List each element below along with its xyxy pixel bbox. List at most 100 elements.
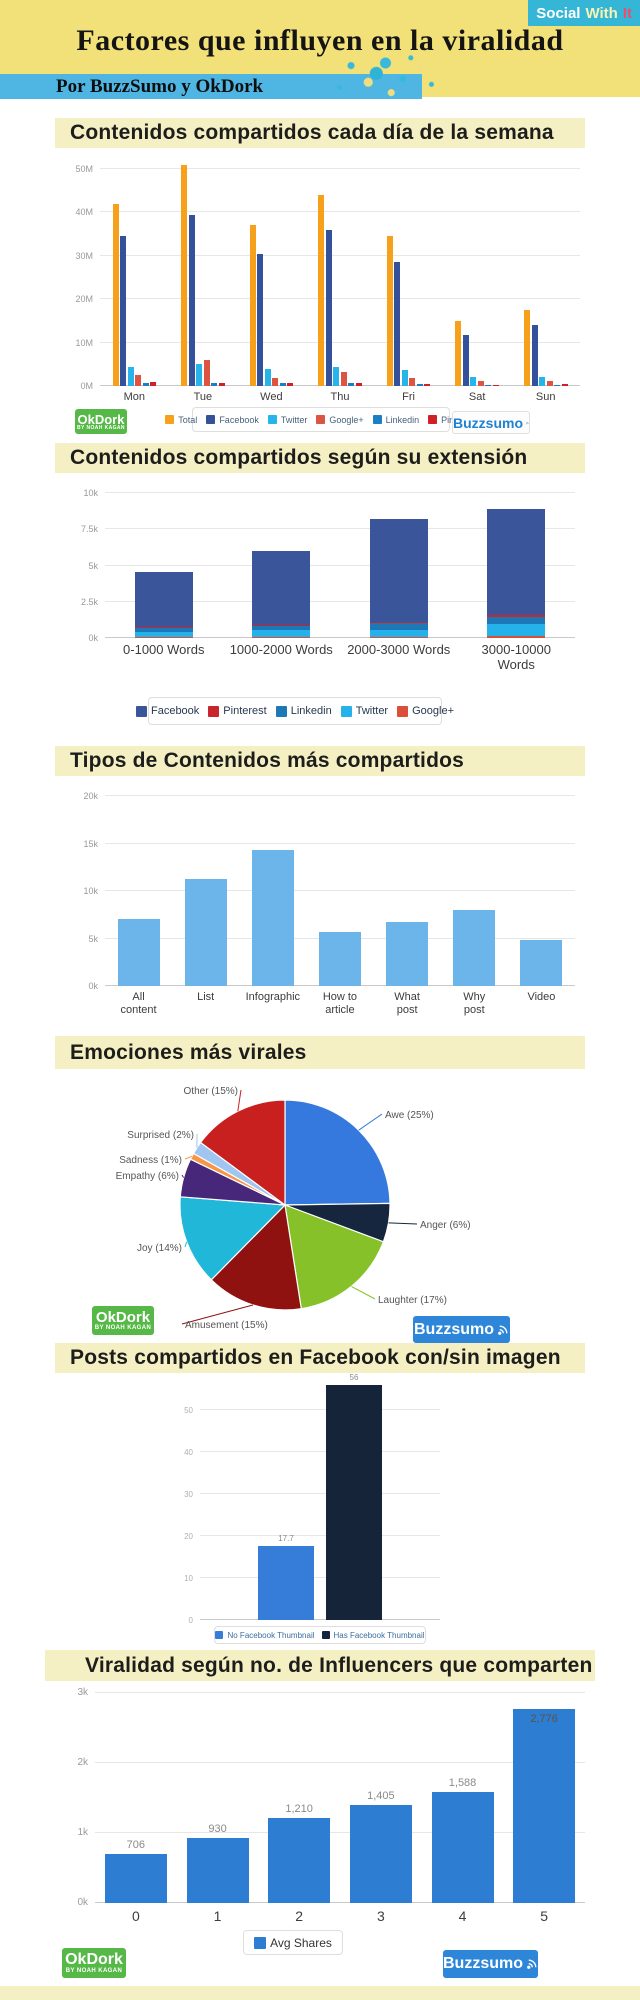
y-axis-tick-label: 30	[184, 1490, 193, 1499]
legend-swatch	[206, 415, 216, 424]
x-axis-label: What post	[394, 991, 420, 1016]
header: Social With It Factores que influyen en …	[0, 0, 640, 102]
bar	[386, 236, 393, 386]
pie-label-amusement: Amusement (15%)	[185, 1320, 268, 1331]
stack-segment	[487, 624, 546, 637]
gridline	[105, 795, 575, 796]
stack-segment	[252, 625, 311, 626]
x-axis-label: Why post	[463, 991, 486, 1016]
legend-swatch	[372, 415, 382, 424]
legend-swatch	[135, 705, 147, 717]
y-axis-tick-label: 1k	[77, 1827, 88, 1838]
gridline	[100, 254, 580, 256]
bar-value-label: 2,776	[530, 1712, 558, 1725]
bar	[531, 325, 538, 386]
legend-influencers: Avg Shares	[243, 1930, 343, 1955]
bar	[340, 371, 347, 386]
legend-item: Linkedin	[275, 705, 332, 717]
y-axis-tick-label: 10k	[83, 886, 98, 896]
legend-swatch	[340, 705, 352, 717]
stack-segment	[252, 630, 311, 637]
x-axis-label: Sun	[535, 391, 556, 403]
stack-segment	[252, 626, 311, 631]
bar-value-label: 1,405	[367, 1789, 395, 1802]
bar-value-label: 56	[349, 1372, 359, 1382]
bottom-accent-strip	[0, 1986, 640, 2000]
legend-label: Linkedin	[385, 414, 420, 425]
buzzsumo-name: Buzzsumo	[443, 1955, 523, 1972]
buzzsumo-name: Buzzsumo	[414, 1320, 494, 1338]
pie-label-sadness: Sadness (1%)	[119, 1155, 182, 1166]
y-axis-tick-label: 10	[184, 1574, 193, 1583]
okdork-logo: OkDork BY NOAH KAGAN	[62, 1948, 126, 1978]
pie-leader-line	[184, 1241, 188, 1248]
bar	[279, 383, 286, 386]
legend-swatch	[208, 705, 220, 717]
legend-item: Twitter	[340, 705, 389, 717]
page-title: Factores que influyen en la viralidad	[76, 24, 564, 57]
x-axis-label: Infographic	[245, 991, 301, 1003]
gridline	[105, 528, 575, 530]
legend-label: Linkedin	[290, 705, 332, 717]
buzzsumo-name: Buzzsumo	[453, 414, 523, 431]
bar	[249, 225, 256, 386]
section-title-shares-by-day: Contenidos compartidos cada día de la se…	[55, 118, 585, 148]
bar	[218, 382, 225, 386]
pie-label-surprised: Surprised (2%)	[127, 1130, 194, 1141]
bar	[462, 334, 469, 386]
y-axis-tick-label: 5k	[88, 933, 98, 944]
legend-item: Google+	[316, 415, 364, 425]
gridline	[200, 1577, 440, 1578]
pie-label-other: Other (15%)	[184, 1086, 238, 1097]
stack-segment	[487, 614, 546, 618]
legend-label: Google+	[412, 705, 455, 717]
okdork-name: OkDork	[77, 411, 125, 427]
y-axis-tick-label: 0k	[88, 981, 98, 991]
pie-slice-joy	[179, 1196, 287, 1281]
pie-slice-laughter	[284, 1204, 385, 1310]
bar	[520, 940, 563, 986]
social-with-it-logo: Social With It	[528, 0, 640, 26]
legend-label: Twitter	[355, 705, 389, 717]
chart-shares-by-day: 0M 10M 20M 30M 40M 50M Mon Tue Wed Thu Fri Sat Sun	[75, 160, 580, 403]
logo-word-social: Social	[536, 4, 581, 22]
y-axis-tick-label: 30M	[75, 250, 93, 261]
legend-item: Twitter	[267, 414, 308, 425]
y-axis-tick-label: 15k	[83, 838, 98, 849]
bar	[184, 878, 227, 986]
bar	[409, 378, 416, 386]
pie-label-empathy: Empathy (6%)	[116, 1171, 179, 1182]
legend-item: Pinterest	[208, 705, 267, 717]
gridline	[100, 298, 580, 300]
pie-leader-line	[351, 1285, 376, 1300]
x-axis-label: Sat	[468, 391, 486, 403]
bar	[546, 380, 553, 386]
bar	[117, 918, 160, 986]
x-axis-label: How to article	[322, 991, 358, 1016]
stack-segment	[252, 636, 311, 638]
chart-shares-by-length: 0k 2.5k 5k 7.5k 10k 0-1000 Words 1000-2000 Wor…	[81, 485, 575, 672]
stack-segment	[487, 636, 546, 638]
pie-leader-line	[237, 1089, 242, 1112]
bar	[287, 383, 294, 386]
bar-value-label: 1,210	[285, 1803, 313, 1816]
stack-segment	[369, 519, 428, 622]
bar	[181, 164, 188, 386]
buzzsumo-signal-icon	[498, 1325, 508, 1335]
bar	[513, 1708, 576, 1903]
y-axis-tick-label: 20M	[75, 294, 93, 305]
bar	[492, 384, 499, 386]
okdork-name: OkDork	[95, 1309, 151, 1326]
pie-slice-other	[199, 1099, 286, 1207]
stack-segment	[487, 617, 546, 624]
gridline	[105, 492, 575, 493]
bar	[416, 383, 423, 386]
bar	[268, 1818, 331, 1903]
legend-label: Twitter	[280, 414, 308, 425]
bar	[135, 375, 141, 386]
section-title-viral-emotions: Emociones más virales	[55, 1036, 585, 1069]
pie-label-anger: Anger (6%)	[420, 1220, 471, 1231]
legend-label: Total	[178, 414, 198, 425]
y-axis-tick-label: 2.5k	[80, 596, 98, 607]
